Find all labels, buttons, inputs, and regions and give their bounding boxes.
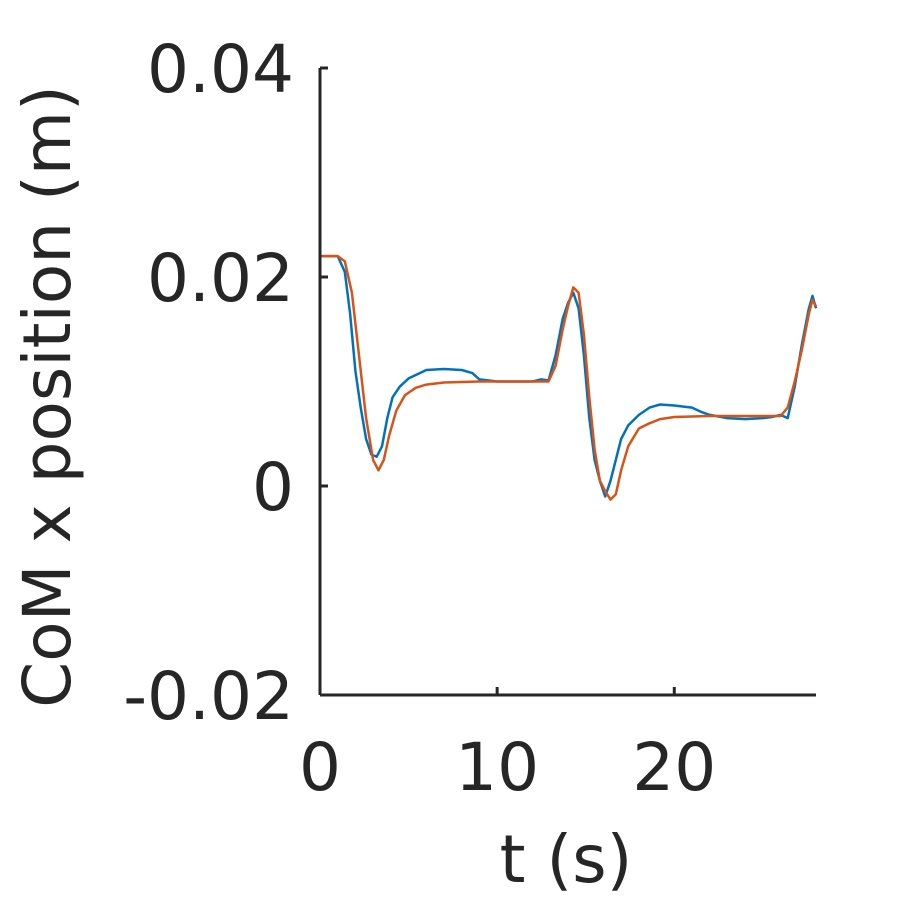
axes	[318, 68, 816, 697]
series-1-line	[320, 254, 818, 498]
x-tick-label: 20	[632, 729, 716, 806]
y-axis-title: CoM x position (m)	[9, 85, 86, 708]
x-axis-title: t (s)	[500, 821, 633, 898]
y-tick-label: -0.02	[123, 658, 294, 735]
series-layer	[320, 254, 818, 501]
x-tick-label: 10	[455, 729, 539, 806]
y-tick-label: 0.02	[147, 240, 294, 317]
y-tick-label: 0	[252, 449, 294, 526]
y-tick-label: 0.04	[147, 31, 294, 108]
x-tick-label: 0	[299, 729, 341, 806]
series-2-line	[320, 254, 818, 501]
